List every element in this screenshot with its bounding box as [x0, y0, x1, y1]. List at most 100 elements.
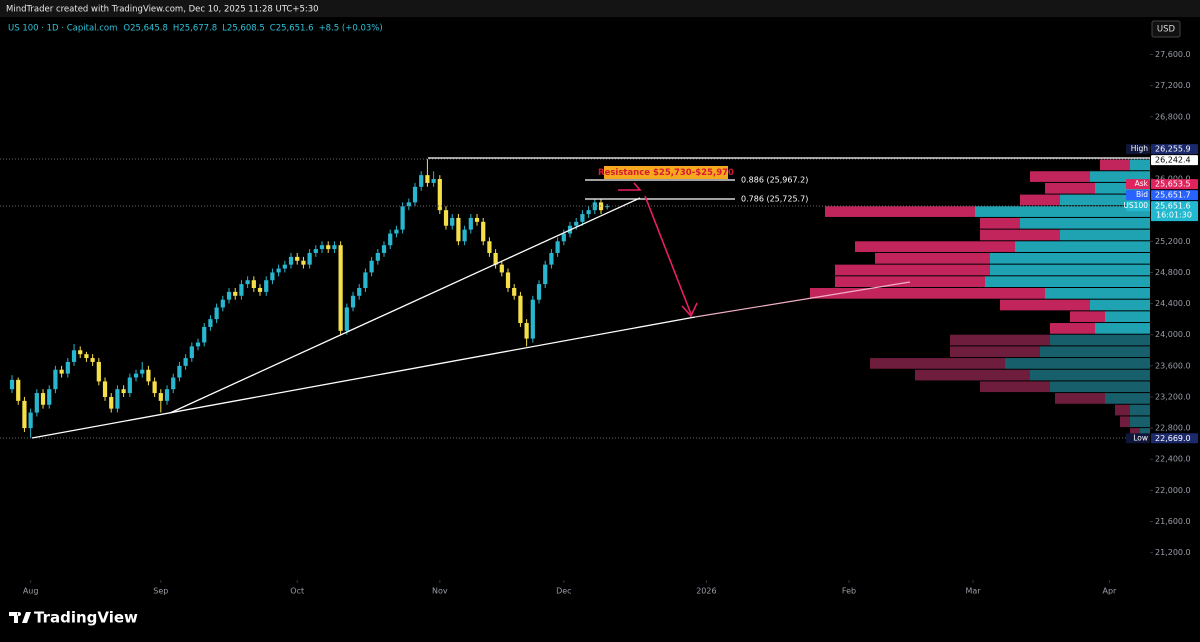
ohlc-value: C25,651.6 [270, 24, 314, 34]
currency[interactable]: USD [1157, 25, 1176, 35]
profile-down [1100, 159, 1130, 171]
ohlc-value: O25,645.8 [123, 24, 168, 34]
drawings: 0.886 (25,967.2) 0.786 (25,725.7) Resist… [0, 157, 1150, 439]
candle-body [245, 280, 250, 285]
candle-body [177, 365, 182, 378]
candle-body [208, 319, 213, 327]
y-tick-label: 22,800.0 [1155, 424, 1191, 433]
profile-down [1000, 299, 1090, 311]
price-tag-name-box [1126, 179, 1150, 190]
price-tag-label: 25,651.7 [1155, 191, 1191, 200]
trend-line [694, 281, 911, 318]
profile-down [1050, 323, 1095, 334]
candle-body [189, 346, 194, 359]
price-tag-name: Ask [1135, 179, 1149, 188]
candle-body [512, 288, 517, 296]
candle-body [127, 377, 132, 394]
price-tag-name: US100 [1123, 201, 1148, 210]
profile-down [855, 241, 1015, 252]
price-tag-label: 26,242.4 [1155, 156, 1191, 165]
trend-line [31, 316, 696, 439]
candle-body [332, 245, 337, 250]
candle-body [202, 326, 207, 343]
candle-body [313, 249, 318, 253]
candle-body [381, 245, 387, 253]
profile-up [1105, 311, 1150, 323]
price-tag-name-box [1126, 144, 1150, 155]
candle-body [288, 256, 294, 265]
countdown: 16:01:30 [1156, 211, 1192, 220]
y-tick-label: 27,200.0 [1155, 81, 1191, 90]
y-tick-label: 26,800.0 [1155, 112, 1191, 121]
candle-body [326, 245, 331, 250]
arrow [644, 195, 692, 315]
price-tag [1151, 179, 1198, 190]
profile-down [875, 252, 990, 264]
profile-down [870, 358, 1005, 369]
symbol-legend: US 100 · 1D · Capital.com O25,645.8 H25,6… [8, 24, 383, 34]
price-tag [1151, 190, 1198, 201]
profile-up [1060, 194, 1150, 206]
candle-body [115, 389, 120, 409]
axes: 21,200.0 21,600.0 22,000.0 22,400.0 22,800.0… [23, 50, 1198, 596]
profile-down [1070, 311, 1105, 323]
candle-body [487, 241, 492, 253]
candle-body [561, 233, 566, 242]
candle-body [34, 393, 39, 413]
volume-profile [810, 159, 1150, 439]
candle-body [605, 206, 610, 208]
candle-body [295, 256, 300, 261]
profile-up [1045, 288, 1150, 299]
candle-body [363, 272, 368, 288]
profile-down [915, 369, 1030, 381]
profile-up [985, 276, 1150, 287]
candle-body [59, 369, 64, 374]
candle-body [78, 350, 83, 355]
candle-body [344, 307, 349, 331]
profile-down [1030, 171, 1090, 182]
profile-up [1090, 171, 1150, 182]
candle-body [524, 323, 529, 339]
candle-body [394, 229, 399, 234]
profile-up [1040, 346, 1150, 358]
candle-body [425, 175, 430, 183]
profile-up [1130, 416, 1150, 428]
candle-body [375, 252, 380, 261]
x-tick-label: Feb [842, 587, 856, 596]
candle-body [22, 400, 27, 429]
profile-up [1090, 299, 1150, 311]
brand: TradingView [9, 609, 138, 627]
x-tick-label: Dec [556, 587, 571, 596]
symbol: US 100 · 1D · Capital.com [8, 24, 117, 34]
candle-body [270, 272, 275, 281]
profile-up [1050, 381, 1150, 393]
profile-down [1045, 182, 1095, 194]
candles [9, 159, 610, 439]
x-tick-label: Apr [1102, 587, 1117, 596]
candle-body [146, 369, 151, 382]
price-tag [1151, 433, 1198, 444]
candle-body [412, 186, 418, 203]
candle-body [301, 260, 306, 265]
candle-body [233, 291, 238, 296]
trend-line [169, 197, 641, 414]
y-tick-label: 22,000.0 [1155, 486, 1191, 495]
candle-body [580, 214, 585, 222]
y-tick-label: 23,600.0 [1155, 361, 1191, 370]
y-tick-label: 24,800.0 [1155, 268, 1191, 277]
candle-body [530, 299, 535, 339]
price-tag-name: High [1131, 144, 1148, 153]
candle-body [102, 381, 108, 397]
candle-body [474, 217, 480, 222]
candle-body [96, 361, 101, 382]
candle-body [549, 252, 554, 265]
x-tick-label: Nov [432, 587, 448, 596]
currency-box[interactable] [1151, 20, 1181, 38]
y-tick-label: 24,400.0 [1155, 299, 1191, 308]
candle-body [171, 377, 176, 390]
candle-body [220, 299, 225, 308]
candle-body [536, 284, 542, 300]
candle-body [462, 229, 467, 242]
